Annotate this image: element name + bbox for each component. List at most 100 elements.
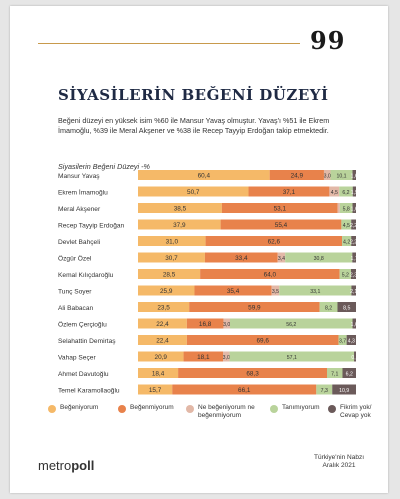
data-label: 18,1 — [197, 354, 210, 361]
bar-segment-like — [138, 219, 221, 230]
data-label: 6,2 — [346, 372, 353, 378]
data-label: 5,8 — [343, 207, 350, 213]
bar-segment-like — [138, 335, 187, 345]
bar-segment-neutral — [337, 203, 340, 213]
bar-segment-like — [138, 252, 205, 263]
bar-segment-unknown — [229, 318, 353, 329]
bar-segment-noanswer — [351, 219, 356, 230]
bar-segment-dislike — [248, 186, 330, 197]
chart-subtitle: Siyasilerin Beğeni Düzeyi -% — [58, 162, 150, 171]
bar-segment-dislike — [200, 269, 340, 279]
bar-segment-unknown — [330, 170, 353, 180]
bar-segment-noanswer — [352, 252, 356, 263]
data-label: 20,9 — [155, 354, 168, 361]
category-label: Tunç Soyer — [58, 289, 92, 296]
bar-segment-like — [138, 384, 173, 395]
bar-segment-dislike — [220, 219, 342, 230]
data-label: 37,1 — [283, 189, 296, 196]
bar-segment-neutral — [271, 285, 280, 296]
bar-segment-noanswer — [351, 285, 356, 296]
bar-segment-unknown — [316, 384, 333, 395]
data-label: 1,6 — [351, 322, 358, 328]
bar-segment-like — [138, 318, 187, 329]
bar-segment-unknown — [338, 335, 347, 345]
data-label: 3,5 — [272, 289, 279, 295]
bar-segment-like — [138, 203, 222, 213]
data-label: 1,7 — [351, 256, 358, 262]
data-label: 62,6 — [268, 239, 281, 246]
data-label: 1,5 — [351, 190, 358, 196]
bar-segment-like — [138, 269, 201, 279]
category-label: Recep Tayyip Erdoğan — [58, 223, 125, 230]
bar-segment-like — [138, 170, 270, 180]
bar-segment-unknown — [339, 269, 351, 279]
data-label: 35,4 — [227, 288, 240, 295]
data-label: 24,9 — [291, 173, 304, 180]
bar-segment-dislike — [186, 318, 224, 329]
data-label: 7,1 — [331, 372, 338, 378]
legend-swatch-like — [48, 405, 56, 413]
bar-segment-unknown — [339, 186, 353, 197]
data-label: 3,7 — [339, 339, 346, 345]
data-label: 1,6 — [351, 207, 358, 213]
bar-segment-noanswer — [350, 269, 356, 279]
legend-label-unknown: Tanımıyorum — [282, 404, 320, 411]
legend-label-neutral: Ne beğeniyorum ne beğenmiyorum — [198, 404, 255, 419]
bar-segment-unknown — [229, 351, 355, 362]
data-label: 2,2 — [350, 240, 357, 246]
legend-label-like: Beğeniyorum — [60, 404, 99, 411]
data-label: 4,5 — [331, 190, 338, 196]
bar-segment-like — [138, 285, 195, 296]
data-label: 31,0 — [166, 239, 179, 246]
data-label: 22,4 — [156, 321, 169, 328]
data-label: 8,5 — [343, 306, 350, 312]
bar-segment-unknown — [341, 219, 352, 230]
bar-segment-dislike — [221, 203, 338, 213]
data-label: 30,7 — [165, 255, 178, 262]
bar-segment-noanswer — [337, 302, 356, 312]
bar-segment-unknown — [342, 236, 352, 246]
category-label: Ahmet Davutoğlu — [58, 371, 109, 378]
bar-segment-unknown — [279, 285, 352, 296]
data-label: 23,5 — [157, 305, 170, 312]
bar-segment-noanswer — [352, 186, 356, 197]
legend-swatch-noanswer — [328, 405, 336, 413]
bar-segment-noanswer — [352, 318, 356, 329]
category-label: Mansur Yavaş — [58, 173, 100, 180]
category-label: Ali Babacan — [58, 305, 94, 312]
data-label: 3,0 — [223, 322, 230, 328]
data-label: 0,9 — [351, 355, 358, 361]
data-label: 50,7 — [187, 189, 200, 196]
category-label: Ekrem İmamoğlu — [58, 188, 108, 197]
data-label: 16,8 — [199, 321, 212, 328]
legend-item-noanswer: Fikrim yok/ Cevap yok — [328, 404, 380, 420]
data-label: 7,3 — [321, 388, 328, 394]
legend-item-neutral: Ne beğeniyorum ne beğenmiyorum — [186, 404, 264, 420]
intro-paragraph: Beğeni düzeyi en yüksek isim %60 ile Man… — [58, 116, 330, 135]
brand-prefix: metro — [38, 458, 72, 473]
category-label: Vahap Seçer — [58, 355, 96, 362]
bar-segment-like — [138, 351, 184, 362]
bar-segment-unknown — [319, 302, 338, 312]
bar-segment-dislike — [194, 285, 272, 296]
legend-swatch-unknown — [270, 405, 278, 413]
category-label: Devlet Bahçeli — [58, 239, 101, 246]
bar-segment-like — [138, 236, 206, 246]
stacked-bar-chart: Mansur Yavaş 60,4 24,9 3,0 10,1 1,6 Ekrem İmam… — [58, 170, 359, 395]
data-label: 30,8 — [314, 256, 324, 262]
data-label: 3,0 — [223, 355, 230, 361]
data-label: 5,2 — [342, 273, 349, 279]
data-label: 6,2 — [342, 190, 349, 196]
bar-segment-dislike — [178, 368, 328, 378]
bar-segment-dislike — [172, 384, 317, 395]
bar-segment-neutral — [223, 318, 230, 329]
bar-segment-dislike — [204, 252, 278, 263]
data-label: 53,1 — [274, 206, 287, 213]
category-label: Kemal Kılıçdaroğlu — [58, 272, 114, 279]
source-line-1: Türkiye'nin Nabzı — [313, 454, 364, 461]
source-line-2: Aralık 2021 — [322, 462, 356, 469]
bar-segment-dislike — [186, 335, 339, 345]
data-label: 64,0 — [264, 272, 277, 279]
bar-segment-dislike — [205, 236, 343, 246]
data-label: 18,4 — [152, 371, 165, 378]
